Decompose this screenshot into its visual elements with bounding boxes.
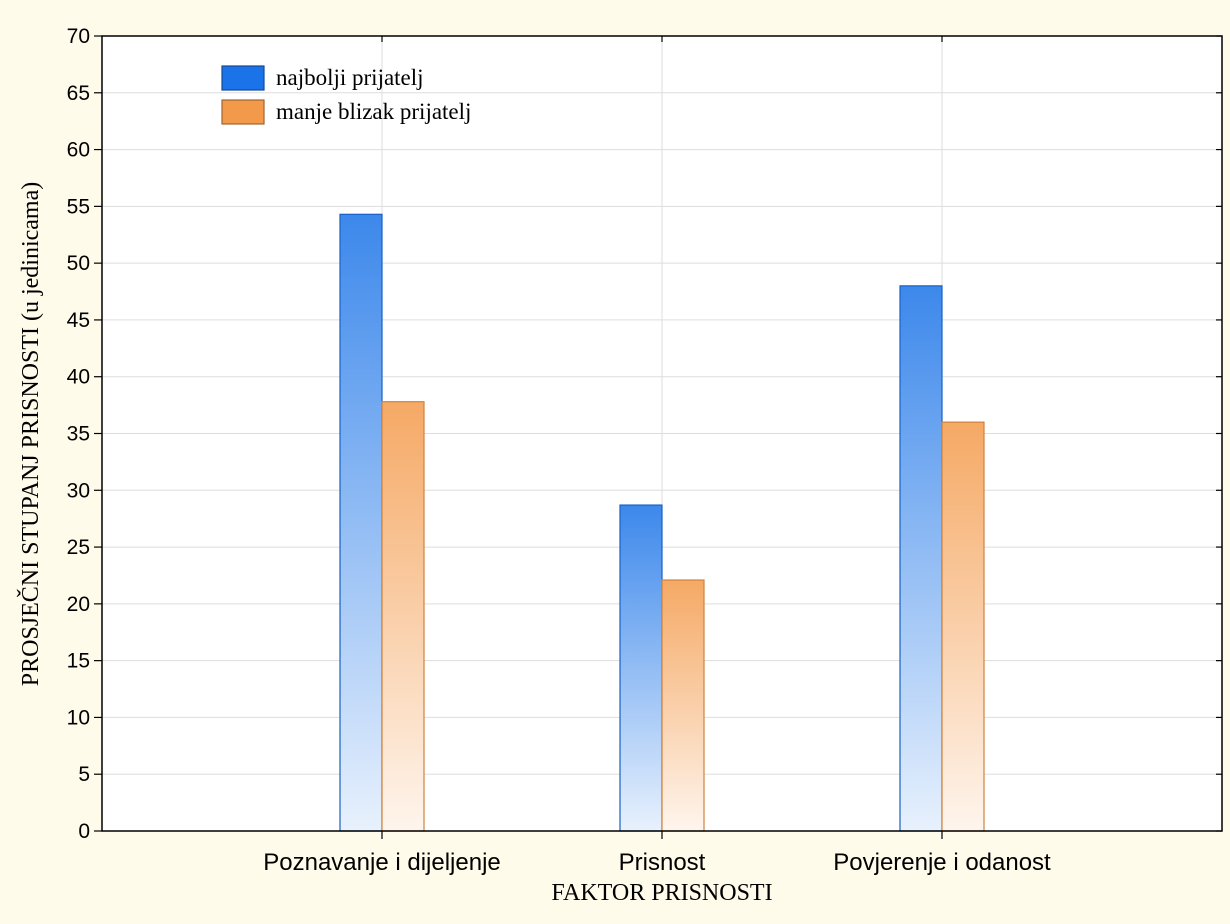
y-tick-label: 10	[67, 706, 90, 729]
y-tick-label: 0	[78, 820, 90, 843]
bar-najbolji	[619, 504, 663, 832]
x-category-label: Poznavanje i dijeljenje	[263, 849, 501, 876]
y-tick-labels: 0 5 10 15 20 25 30 35 40 45 50 55 60 65 70	[67, 25, 90, 843]
y-axis-title: PROSJEČNI STUPANJ PRISNOSTI (u jedinicam…	[17, 182, 44, 686]
x-category-labels: Poznavanje i dijeljenje Prisnost Povjerenj…	[263, 849, 1051, 876]
y-tick-label: 45	[67, 309, 90, 332]
y-tick-label: 35	[67, 423, 90, 446]
x-category-label: Povjerenje i odanost	[833, 849, 1051, 876]
y-tick-label: 25	[67, 536, 90, 559]
y-tick-label: 15	[67, 650, 90, 673]
y-tick-label: 20	[67, 593, 90, 616]
bar-najbolji	[899, 285, 943, 832]
y-tick-label: 30	[67, 479, 90, 502]
bar-manje-blizak	[941, 421, 985, 832]
bars	[339, 213, 985, 832]
ticks	[94, 35, 1222, 839]
legend-label: manje blizak prijatelj	[276, 99, 471, 124]
y-tick-label: 65	[67, 82, 90, 105]
bar-manje-blizak	[381, 401, 425, 832]
legend-swatch	[221, 65, 265, 91]
y-tick-label: 55	[67, 195, 90, 218]
bar-najbolji	[339, 213, 383, 832]
y-tick-label: 60	[67, 139, 90, 162]
y-tick-label: 70	[67, 25, 90, 48]
legend-label: najbolji prijatelj	[276, 65, 424, 90]
y-tick-label: 40	[67, 366, 90, 389]
x-axis-title: FAKTOR PRISNOSTI	[551, 880, 772, 906]
bar-manje-blizak	[661, 579, 705, 832]
legend-swatch	[221, 99, 265, 125]
y-tick-label: 50	[67, 252, 90, 275]
y-tick-label: 5	[78, 763, 90, 786]
x-category-label: Prisnost	[619, 849, 706, 876]
legend: najbolji prijatelj manje blizak prijatelj	[221, 65, 471, 125]
